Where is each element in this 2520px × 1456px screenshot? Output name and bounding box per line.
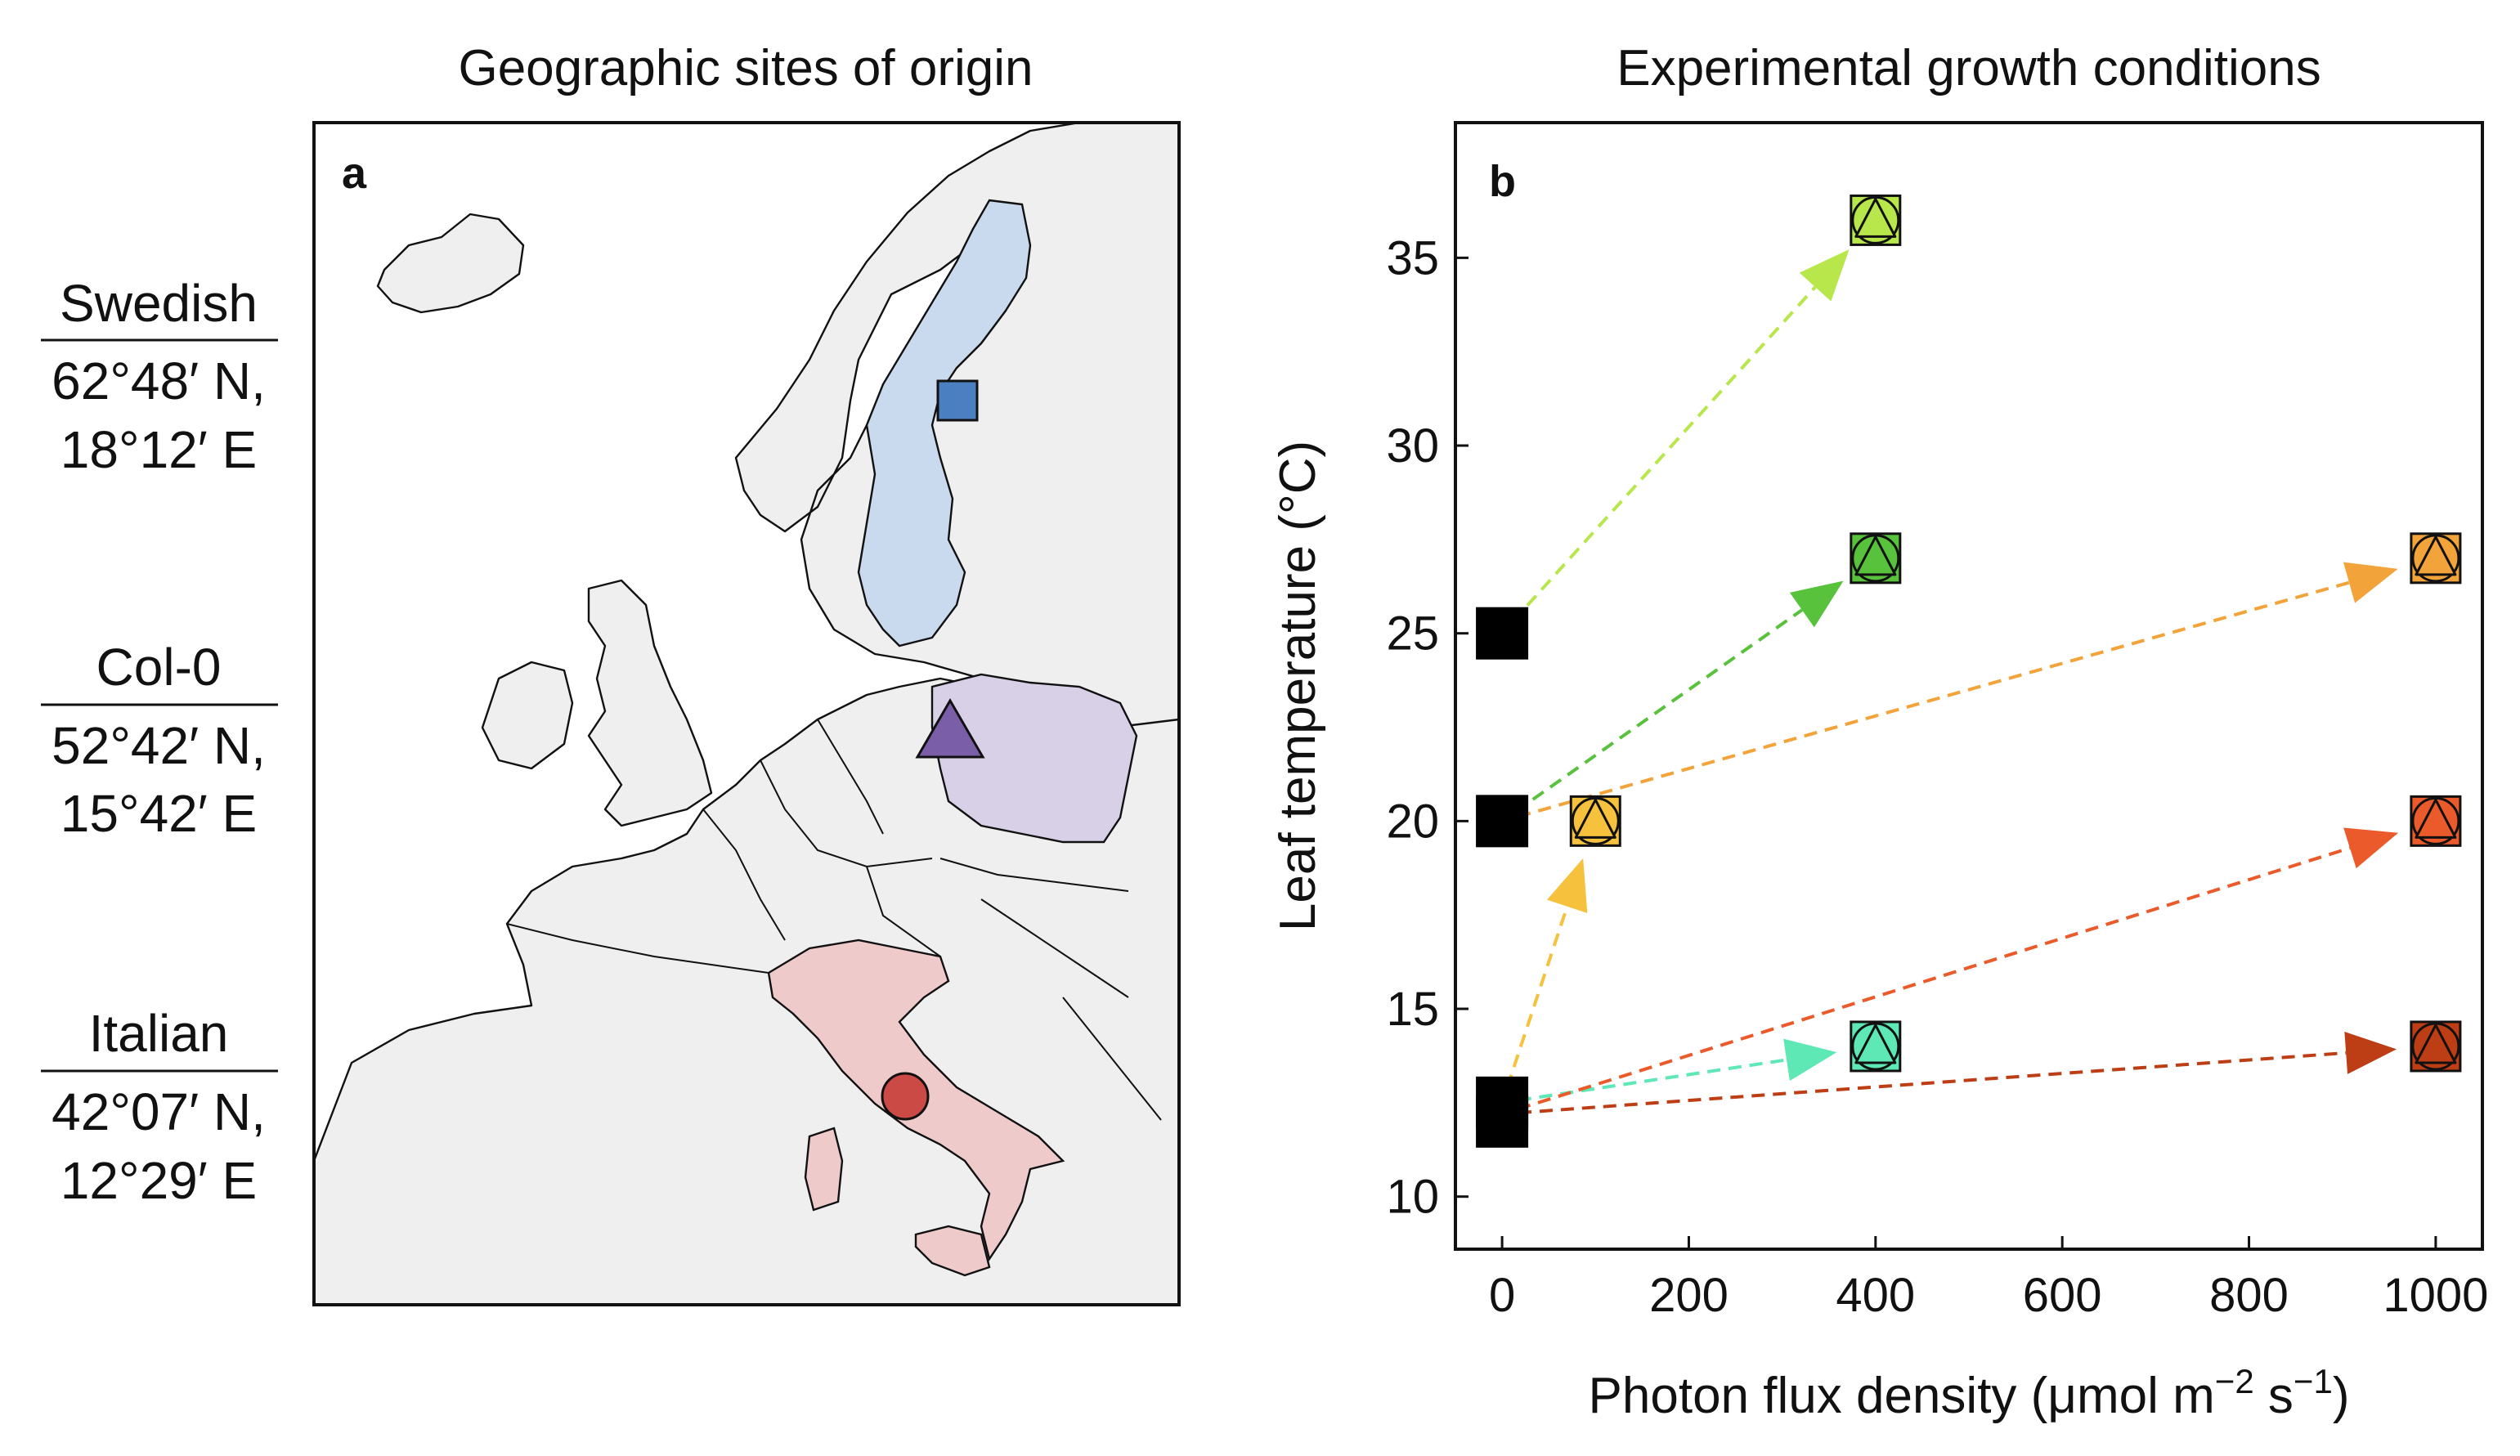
europe-map xyxy=(314,123,1179,1305)
site-name: Italian xyxy=(89,1004,229,1063)
chart-title: Experimental growth conditions xyxy=(1616,40,2321,96)
target-triangle-2 xyxy=(2415,535,2457,576)
target-triangle-6 xyxy=(2415,1024,2457,1064)
origin-marker-0 xyxy=(1476,607,1529,660)
x-tick-label: 600 xyxy=(2023,1269,2102,1322)
site-label-col0: Col-0 52°42′ N, 15°42′ E xyxy=(41,638,278,843)
arrow-head-4 xyxy=(1783,1038,1837,1082)
site-lon: 18°12′ E xyxy=(61,420,257,479)
sweden-region xyxy=(857,199,1032,647)
x-tick-label: 0 xyxy=(1489,1269,1515,1322)
x-tick-label: 200 xyxy=(1649,1269,1729,1322)
target-triangle-3 xyxy=(1574,798,1616,839)
arrow-line-0 xyxy=(1512,285,1817,623)
ireland-shape xyxy=(481,661,574,770)
plot-frame xyxy=(1454,121,2484,1251)
x-tick-label: 800 xyxy=(2209,1269,2289,1322)
y-tick-label: 10 xyxy=(1386,1171,1439,1224)
italian-site-marker xyxy=(881,1072,930,1121)
panel-a-title: Geographic sites of origin xyxy=(458,40,1033,96)
panel-b-letter: b xyxy=(1489,157,1516,206)
x-axis-title: Photon flux density (μmol m−2 s−1) xyxy=(1589,1362,2350,1424)
arrow-line-1 xyxy=(1514,608,1804,813)
arrow-head-1 xyxy=(1789,580,1844,628)
origin-marker-1 xyxy=(1476,795,1529,848)
poland-region xyxy=(930,673,1138,844)
y-tick-label: 20 xyxy=(1386,795,1439,848)
axis-ticks: 0 200 400 600 800 1000 10 15 20 25 30 35 xyxy=(1386,231,2488,1322)
site-lat: 42°07′ N, xyxy=(52,1082,266,1141)
map-frame xyxy=(312,121,1181,1306)
arrow-line-4 xyxy=(1518,1058,1787,1102)
x-tick-label: 1000 xyxy=(2383,1269,2488,1322)
y-tick-label: 25 xyxy=(1386,607,1439,661)
iceland-shape xyxy=(376,213,525,314)
arrow-line-6 xyxy=(1518,1051,2347,1115)
y-tick-label: 30 xyxy=(1386,419,1439,473)
target-triangle-1 xyxy=(1854,535,1897,576)
y-axis-title: Leaf temperature (°C) xyxy=(1270,441,1326,931)
arrow-head-6 xyxy=(2344,1031,2397,1074)
arrow-head-0 xyxy=(1799,249,1850,302)
target-triangle-0 xyxy=(1854,197,1897,238)
arrow-head-2 xyxy=(2343,562,2398,603)
col0-site-marker xyxy=(915,698,985,759)
arrow-line-2 xyxy=(1517,580,2350,818)
britain-shape xyxy=(587,579,713,827)
x-tick-label: 400 xyxy=(1836,1269,1915,1322)
arrow-head-3 xyxy=(1546,858,1588,913)
sicily-region xyxy=(914,1225,991,1277)
site-name: Col-0 xyxy=(96,638,222,697)
arrow-series xyxy=(1505,249,2399,1115)
swedish-site-marker xyxy=(936,379,979,422)
target-triangle-4 xyxy=(2415,798,2457,839)
country-borders xyxy=(506,719,1162,1121)
site-label-italian: Italian 42°07′ N, 12°29′ E xyxy=(41,1004,278,1210)
arrow-head-5 xyxy=(2343,827,2399,869)
arrow-line-3 xyxy=(1505,906,1569,1088)
origin-marker-3 xyxy=(1476,1095,1529,1148)
y-tick-label: 35 xyxy=(1386,231,1439,284)
site-lon: 15°42′ E xyxy=(61,784,257,843)
site-label-swedish: Swedish 62°48′ N, 18°12′ E xyxy=(41,274,278,479)
site-lat: 52°42′ N, xyxy=(52,716,266,775)
arrow-line-5 xyxy=(1517,846,2351,1111)
panel-a-letter: a xyxy=(342,149,367,198)
site-lon: 12°29′ E xyxy=(61,1151,257,1210)
site-name: Swedish xyxy=(60,274,258,333)
target-triangle-5 xyxy=(1854,1024,1897,1064)
y-tick-label: 15 xyxy=(1386,983,1439,1036)
sardinia-region xyxy=(804,1127,844,1212)
site-lat: 62°48′ N, xyxy=(52,352,266,410)
data-markers xyxy=(1476,194,2462,1148)
